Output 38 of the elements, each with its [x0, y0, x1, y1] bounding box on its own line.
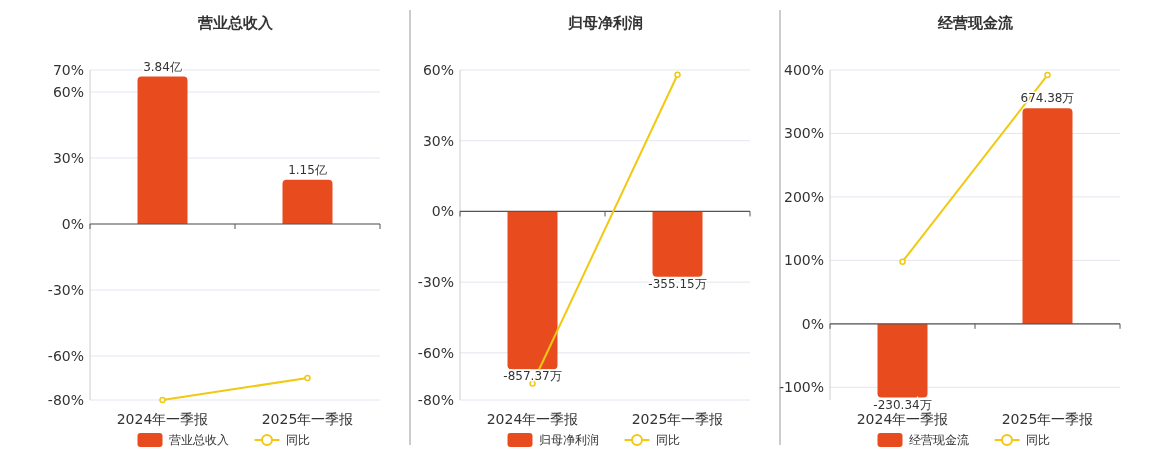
legend-label: 同比: [655, 433, 680, 448]
x-tick-label: 2024年一季报: [116, 411, 209, 427]
x-tick-label: 2025年一季报: [261, 411, 354, 427]
legend-label: 经营现金流: [908, 433, 969, 448]
y-tick-label: 60%: [52, 83, 84, 100]
data-label: 1.15亿: [288, 162, 327, 177]
y-tick-label: -80%: [417, 391, 454, 408]
y-tick-label: 0%: [431, 203, 454, 220]
x-tick-label: 2024年一季报: [856, 411, 949, 427]
chart-title: 营业总收入: [196, 14, 274, 32]
y-tick-label: 300%: [783, 125, 824, 142]
y-tick-label: 30%: [422, 132, 454, 149]
y-tick-label: 30%: [52, 149, 84, 166]
y-tick-label: 400%: [783, 61, 824, 78]
y-tick-label: 70%: [52, 61, 84, 78]
chart-title: 归母净利润: [566, 14, 643, 32]
legend-label: 归母净利润: [538, 433, 599, 448]
data-label: -355.15万: [648, 276, 707, 291]
y-tick-label: 100%: [783, 252, 824, 269]
x-tick-label: 2025年一季报: [631, 411, 724, 427]
y-tick-label: 60%: [422, 61, 454, 78]
y-tick-label: -60%: [417, 344, 454, 361]
legend-label: 营业总收入: [168, 433, 229, 448]
x-tick-label: 2024年一季报: [486, 411, 579, 427]
y-tick-label: 0%: [61, 215, 84, 232]
legend-label: 同比: [1025, 433, 1050, 448]
y-tick-label: -60%: [47, 347, 84, 364]
y-tick-label: -30%: [47, 281, 84, 298]
y-tick-label: -100%: [778, 379, 824, 396]
y-tick-label: 200%: [783, 188, 824, 205]
y-tick-label: -80%: [47, 391, 84, 408]
data-label: -230.34万: [873, 397, 932, 412]
legend-label: 同比: [285, 433, 310, 448]
chart-title: 经营现金流: [936, 14, 1014, 32]
x-tick-label: 2025年一季报: [1001, 411, 1094, 427]
data-label: 3.84亿: [143, 59, 182, 74]
y-tick-label: 0%: [801, 315, 824, 332]
y-tick-label: -30%: [417, 274, 454, 291]
